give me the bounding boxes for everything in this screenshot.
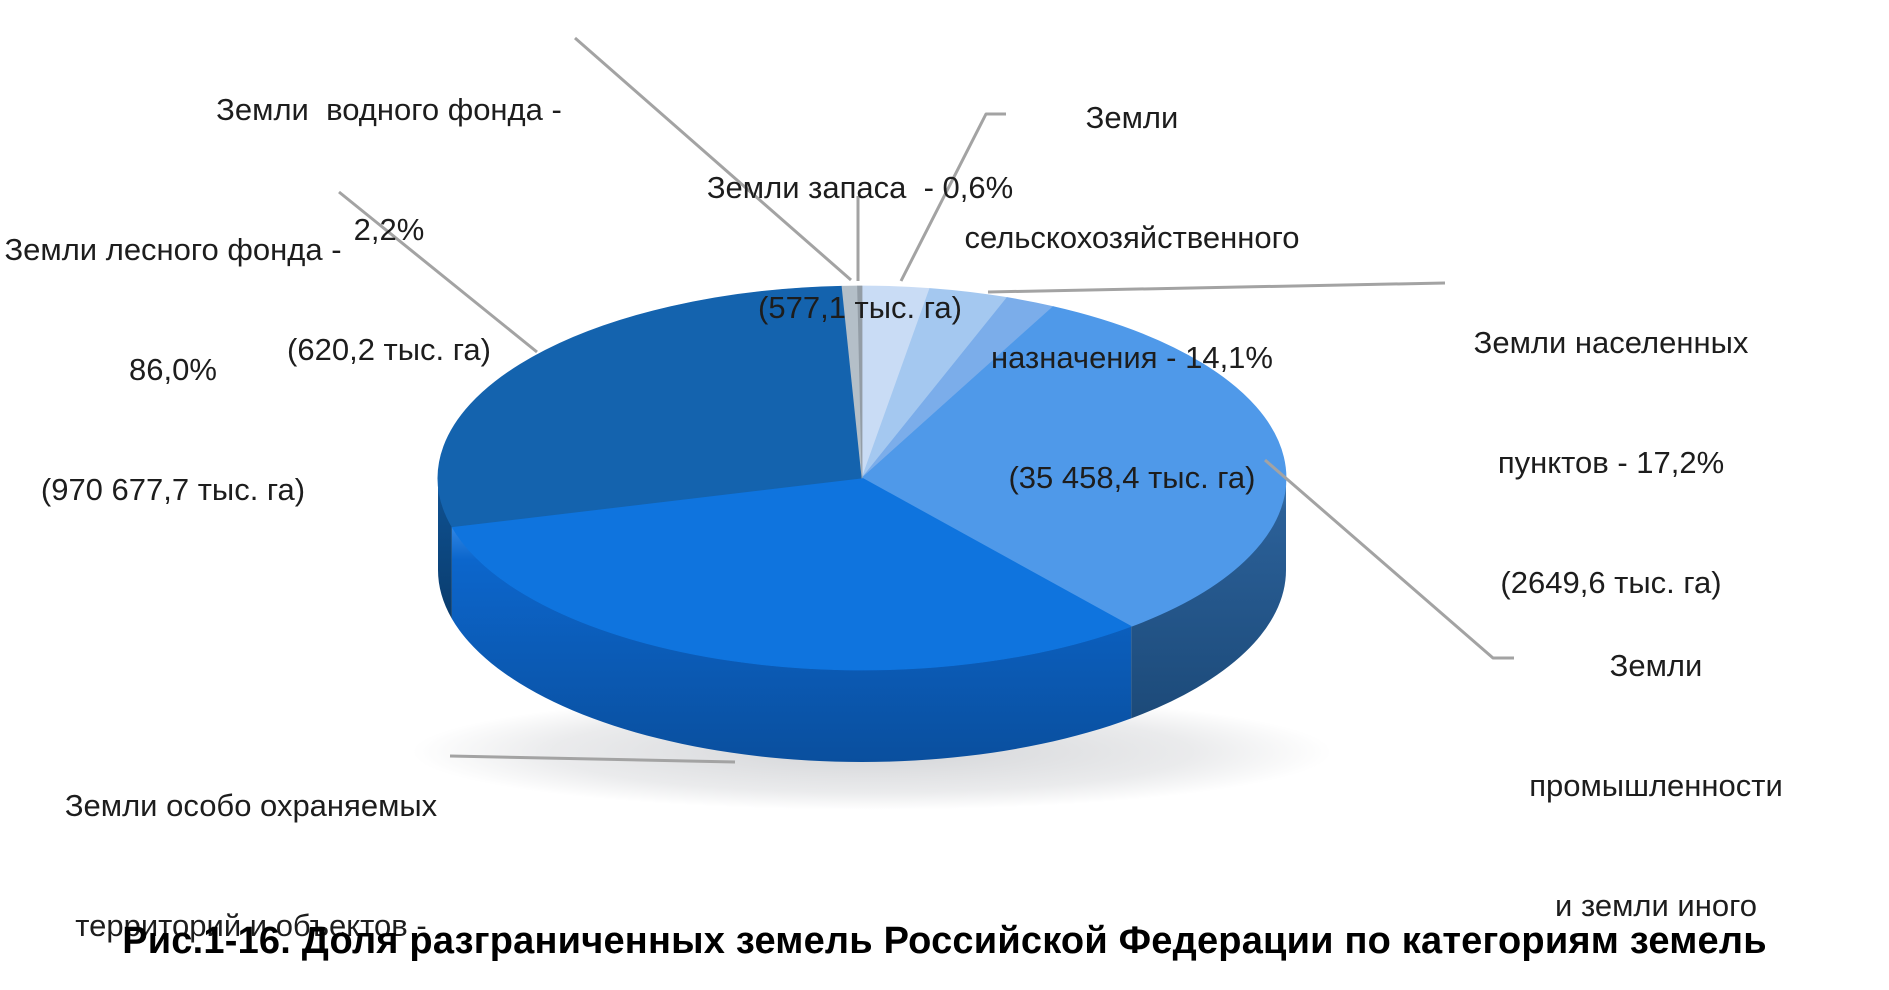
leader-naselennyh-line xyxy=(987,281,1446,294)
leader-vodnogo-line xyxy=(574,36,852,282)
callout-line: и земли иного xyxy=(1555,888,1757,923)
pie-slices xyxy=(437,285,1287,762)
callout-line: (35 458,4 тыс. га) xyxy=(1008,460,1256,495)
callout-line: (970 677,7 тыс. га) xyxy=(40,472,306,507)
slice-osobo xyxy=(451,477,1132,671)
callout-line: пунктов - 17,2% xyxy=(1497,445,1725,480)
callout-line: Земли особо охраняемых xyxy=(64,788,438,823)
callout-line: Земли xyxy=(1085,100,1179,135)
callout-vodnogo: Земли водного фонда - 2,2% (620,2 тыс. г… xyxy=(193,10,585,450)
callout-line: Земли xyxy=(1609,648,1703,683)
callout-naselennyh: Земли населенных пунктов - 17,2% (2649,6… xyxy=(1415,243,1807,683)
callout-promyshlennosti: Земли промышленности и земли иного специ… xyxy=(1490,566,1822,990)
callout-line: (620,2 тыс. га) xyxy=(287,332,491,367)
callout-selskohoz: Земли сельскохозяйственного назначения -… xyxy=(940,18,1324,578)
callout-osobo: Земли особо охраняемых территорий и объе… xyxy=(20,706,482,990)
callout-line: 2,2% xyxy=(353,212,425,247)
callout-line: сельскохозяйственного xyxy=(964,220,1300,255)
leader-promyshlennosti-line xyxy=(1264,458,1514,660)
callout-line: территорий и объектов - xyxy=(75,908,427,943)
slice-zapasa xyxy=(857,285,863,479)
callout-line: Земли лесного фонда - xyxy=(4,232,342,267)
callout-zapasa: Земли запаса - 0,6% (577,1 тыс. га) xyxy=(660,88,1060,408)
callout-line: (2649,6 тыс. га) xyxy=(1500,565,1722,600)
callout-lesnogo: Земли лесного фонда - 86,0% (970 677,7 т… xyxy=(0,150,346,590)
slice-side-lesnogo xyxy=(438,478,452,619)
callout-leader-lines xyxy=(338,36,1514,764)
callout-line: Земли запаса - 0,6% xyxy=(706,170,1014,205)
callout-line: (577,1 тыс. га) xyxy=(758,290,962,325)
callout-line: промышленности xyxy=(1529,768,1783,803)
slice-lesnogo xyxy=(437,285,863,528)
leader-lesnogo-line xyxy=(338,190,538,354)
callout-line: назначения - 14,1% xyxy=(991,340,1273,375)
slice-promyshlennosti xyxy=(861,306,1287,627)
callout-line: Земли населенных xyxy=(1473,325,1749,360)
slice-side-osobo xyxy=(451,526,1132,762)
slice-side-promyshlennosti xyxy=(1131,478,1286,719)
leader-selskohoz-line xyxy=(899,112,1006,282)
figure-caption: Рис.1-16. Доля разграниченных земель Рос… xyxy=(122,920,1767,962)
callout-line: Земли водного фонда - xyxy=(216,92,562,127)
leader-osobo-line xyxy=(449,754,736,764)
callout-line: 86,0% xyxy=(129,352,217,387)
